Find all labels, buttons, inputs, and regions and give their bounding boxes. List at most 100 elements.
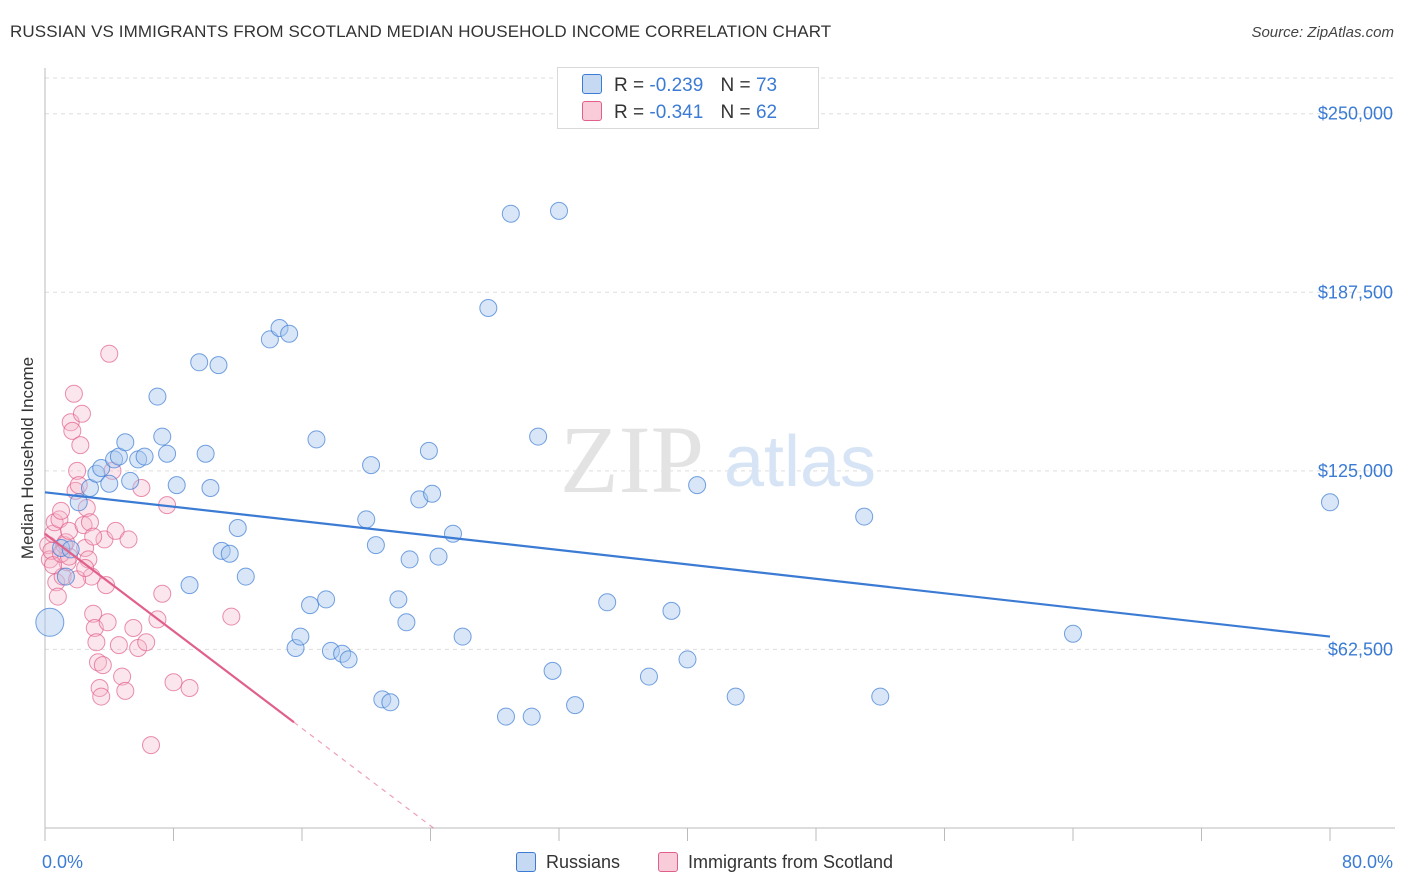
bottom-legend-russians: Russians xyxy=(516,852,620,873)
point-russians xyxy=(220,544,239,563)
y-tick-labels: $62,500 $125,000 $187,500 $250,000 xyxy=(1318,104,1393,660)
watermark: ZIP atlas xyxy=(560,406,876,513)
bottom-legend-swatch-scotland xyxy=(658,852,678,872)
legend-row-scotland: R = -0.341 N = 62 xyxy=(582,101,777,127)
point-russians xyxy=(228,519,247,537)
point-russians xyxy=(389,590,408,609)
point-scotland xyxy=(80,513,99,532)
series-russians xyxy=(35,201,1339,726)
legend-n-value-russians: 73 xyxy=(755,75,778,96)
point-russians xyxy=(121,471,140,490)
point-scotland xyxy=(84,527,103,546)
point-russians xyxy=(116,433,135,452)
point-scotland xyxy=(180,679,199,697)
x-tick-label-min: 0.0% xyxy=(42,852,84,872)
point-russians xyxy=(135,447,154,466)
gridlines xyxy=(45,77,1395,650)
point-russians xyxy=(496,707,515,726)
point-russians xyxy=(381,693,400,712)
point-russians xyxy=(400,550,419,569)
point-russians xyxy=(105,450,124,469)
point-scotland xyxy=(109,636,128,655)
bottom-legend-swatch-russians xyxy=(516,852,536,872)
point-scotland xyxy=(142,736,161,755)
stats-legend: R = -0.239 N = 73 R = -0.341 N = 62 xyxy=(557,67,819,129)
point-scotland xyxy=(63,421,82,440)
point-russians xyxy=(148,387,167,406)
point-scotland xyxy=(113,667,132,686)
x-tick-label-max: 80.0% xyxy=(1341,852,1393,872)
point-scotland xyxy=(132,479,151,497)
series-immigrants-from-scotland xyxy=(39,344,241,755)
point-russians xyxy=(429,547,448,566)
point-russians xyxy=(291,627,310,646)
point-scotland xyxy=(153,584,172,603)
point-russians xyxy=(566,696,585,715)
point-russians xyxy=(270,319,289,337)
point-russians xyxy=(92,459,111,477)
legend-r-label: R = xyxy=(614,102,645,123)
y-tick-label: $62,500 xyxy=(1328,639,1393,659)
point-russians xyxy=(201,479,220,497)
point-scotland xyxy=(93,656,112,675)
legend-n-value-scotland: 62 xyxy=(755,102,778,123)
trend-line-scotland xyxy=(44,532,295,724)
point-russians xyxy=(167,476,186,495)
y-tick-label: $125,000 xyxy=(1318,461,1393,481)
point-scotland xyxy=(45,513,64,532)
point-scotland xyxy=(72,404,91,423)
point-scotland xyxy=(89,653,108,672)
point-russians xyxy=(529,427,548,446)
bottom-legend-label-scotland: Immigrants from Scotland xyxy=(688,852,894,872)
point-russians xyxy=(678,650,697,669)
point-russians xyxy=(280,324,299,343)
point-scotland xyxy=(64,384,83,403)
axes xyxy=(44,68,1395,841)
legend-r-label: R = xyxy=(614,75,645,96)
point-russians xyxy=(307,430,326,449)
point-russians xyxy=(453,627,472,646)
point-russians xyxy=(688,476,707,495)
point-russians xyxy=(662,601,681,620)
point-russians xyxy=(209,356,228,375)
legend-row-russians: R = -0.239 N = 73 xyxy=(582,74,777,100)
point-scotland xyxy=(87,633,106,652)
legend-swatch-scotland xyxy=(582,101,602,121)
legend-r-value-scotland: -0.341 xyxy=(649,102,704,123)
chart-title: RUSSIAN VS IMMIGRANTS FROM SCOTLAND MEDI… xyxy=(10,22,832,41)
point-russians xyxy=(301,596,320,615)
point-russians xyxy=(1064,624,1082,643)
point-russians xyxy=(87,464,106,483)
point-scotland xyxy=(68,461,87,480)
point-russians xyxy=(339,650,358,669)
point-russians xyxy=(423,484,442,503)
bottom-legend-scotland: Immigrants from Scotland xyxy=(658,852,893,873)
point-scotland xyxy=(116,681,135,700)
y-tick-label: $187,500 xyxy=(1318,282,1393,302)
legend-n-label: N = xyxy=(720,75,751,96)
point-russians xyxy=(196,444,215,463)
point-scotland xyxy=(48,587,67,606)
point-russians xyxy=(543,661,562,680)
trend-line-scotland-extension xyxy=(293,721,434,829)
point-russians xyxy=(357,510,376,529)
point-scotland xyxy=(84,604,103,623)
point-scotland xyxy=(100,344,119,363)
point-russians xyxy=(158,444,177,463)
point-russians xyxy=(317,590,336,609)
watermark-atlas: atlas xyxy=(724,422,876,502)
point-russians xyxy=(479,299,498,317)
trend-line-russians xyxy=(44,491,1331,638)
point-russians xyxy=(100,474,119,493)
point-russians xyxy=(366,536,385,555)
y-axis-label: Median Household Income xyxy=(18,356,37,560)
point-russians xyxy=(855,507,874,526)
point-russians xyxy=(180,576,199,595)
point-russians xyxy=(550,201,568,220)
trend-lines xyxy=(44,491,1331,829)
point-russians xyxy=(871,687,890,706)
point-scotland xyxy=(119,530,138,549)
point-russians xyxy=(362,456,381,475)
point-scotland xyxy=(92,687,111,706)
